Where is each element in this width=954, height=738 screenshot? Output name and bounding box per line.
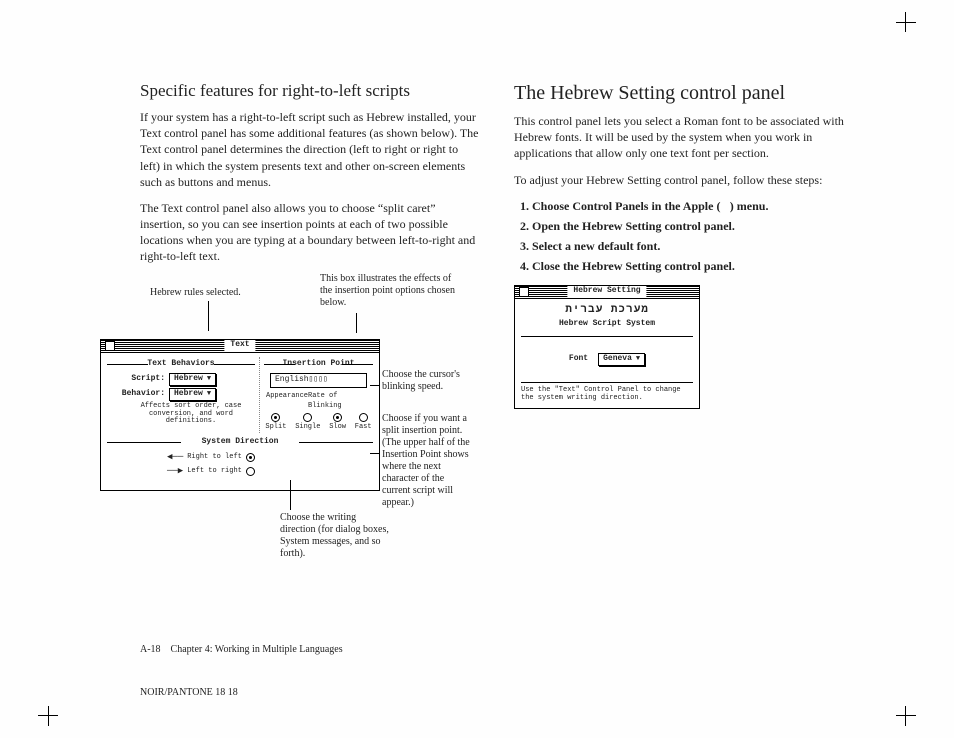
close-box-icon[interactable] [105,341,115,351]
radio-single[interactable] [303,413,312,422]
script-label: Script: [107,374,165,385]
text-control-panel-window: Text Text Behaviors Script: Hebrew▼ Beha… [100,339,380,491]
window-titlebar: Text [101,340,379,353]
radio-split[interactable] [271,413,280,422]
close-box-icon[interactable] [519,287,529,297]
right-p1: This control panel lets you select a Rom… [514,113,854,162]
page-footer-color: NOIR/PANTONE 18 18 [140,687,238,698]
appearance-label: Appearance [266,392,308,411]
affects-note: Affects sort order, case conversion, and… [127,403,255,426]
hebrew-setting-window: Hebrew Setting מערכת עברית Hebrew Script… [514,285,700,410]
radio-slow[interactable] [333,413,342,422]
window-title: Hebrew Setting [567,286,646,297]
left-p2: The Text control panel also allows you t… [140,200,480,265]
radio-ltr[interactable] [246,467,255,476]
dropdown-triangle-icon: ▼ [207,375,211,384]
font-label: Font [569,354,588,365]
window-title: Text [224,340,255,351]
right-p2: To adjust your Hebrew Setting control pa… [514,172,854,188]
annotation-split-insertion: Choose if you want a split insertion poi… [382,413,472,509]
dropdown-triangle-icon: ▼ [207,390,211,399]
annotation-insertion-box: This box illustrates the effects of the … [320,273,460,309]
section-insertion-point: Insertion Point [264,359,373,370]
left-heading: Specific features for right-to-left scri… [140,80,480,103]
step-3: Select a new default font. [532,238,854,254]
font-dropdown[interactable]: Geneva▼ [598,353,645,366]
dropdown-triangle-icon: ▼ [636,355,640,364]
radio-rtl[interactable] [246,453,255,462]
arrow-rtl-icon: ◀── [167,451,183,463]
annotation-blinking-speed: Choose the cursor's blinking speed. [382,369,472,393]
insertion-sample-box: English▯▯▯▯ [270,373,367,388]
rtl-label: Right to left [187,453,242,462]
step-2: Open the Hebrew Setting control panel. [532,218,854,234]
behavior-dropdown[interactable]: Hebrew▼ [169,388,216,401]
hebrew-note: Use the "Text" Control Panel to change t… [515,385,699,408]
ltr-label: Left to right [187,467,242,476]
left-p1: If your system has a right-to-left scrip… [140,109,480,190]
hebrew-script-subtitle: Hebrew Script System [515,319,699,330]
window-titlebar: Hebrew Setting [515,286,699,299]
section-system-direction: System Direction [107,437,373,448]
behavior-label: Behavior: [107,389,165,400]
step-1: Choose Control Panels in the Apple () m… [532,198,854,214]
page-footer-chapter: A-18 Chapter 4: Working in Multiple Lang… [140,644,343,655]
right-heading: The Hebrew Setting control panel [514,80,854,107]
arrow-ltr-icon: ──▶ [167,465,183,477]
annotation-hebrew-rules: Hebrew rules selected. [150,287,290,299]
radio-fast[interactable] [359,413,368,422]
section-text-behaviors: Text Behaviors [107,359,255,370]
step-4: Close the Hebrew Setting control panel. [532,258,854,274]
steps-list: Choose Control Panels in the Apple () m… [514,198,854,275]
script-dropdown[interactable]: Hebrew▼ [169,373,216,386]
hebrew-script-name: מערכת עברית [515,303,699,318]
annotation-writing-direction: Choose the writing direction (for dialog… [280,512,390,560]
rate-label: Rate of Blinking [308,392,371,411]
